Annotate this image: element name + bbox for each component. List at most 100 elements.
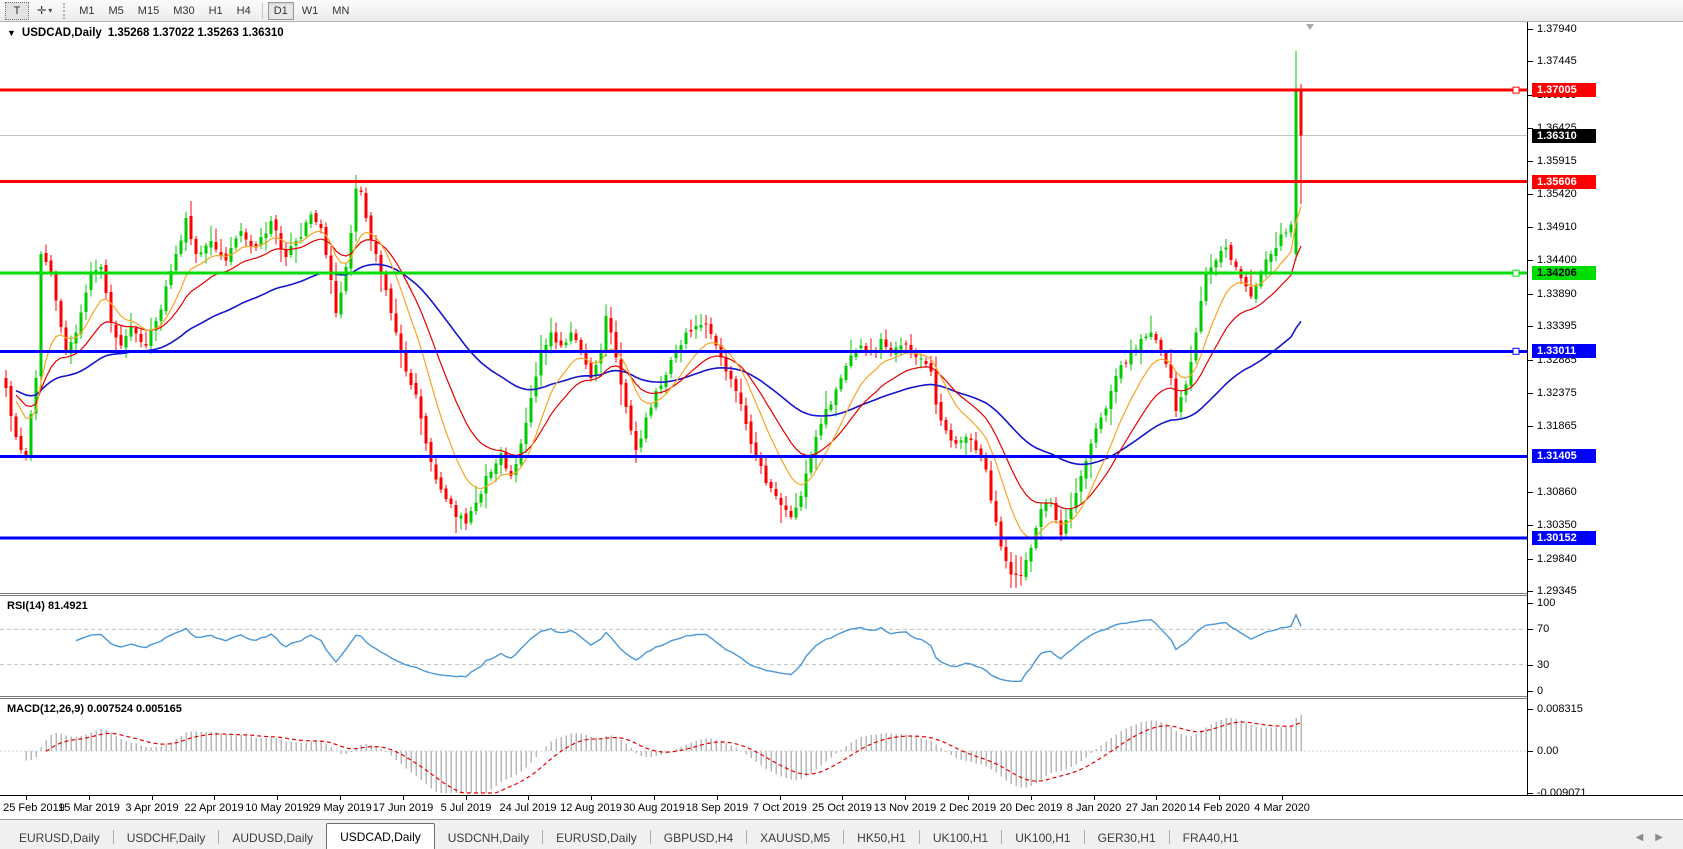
chart-tab-usdcnh-daily[interactable]: USDCNH,Daily: [447, 830, 530, 845]
date-axis-label: 20 Dec 2019: [999, 802, 1063, 814]
chart-tab-usdchf-daily[interactable]: USDCHF,Daily: [126, 830, 206, 845]
chart-tab-hk50-h1[interactable]: HK50,H1: [857, 830, 906, 845]
collapse-ohlc-icon[interactable]: ▼: [7, 28, 16, 38]
date-axis-label: 25 Feb 2019: [3, 802, 65, 814]
price-axis-tick-label: 1.29840: [1537, 553, 1577, 565]
pointer-tool-button[interactable]: ✛ ▾: [31, 2, 58, 20]
tab-scroll-controls: ◀ ▶: [1636, 832, 1677, 849]
chart-tab-usdcad-daily[interactable]: USDCAD,Daily: [326, 823, 435, 849]
date-axis-tick: [654, 796, 655, 800]
chart-tab-uk100-h1[interactable]: UK100,H1: [932, 830, 989, 845]
price-axis-tick: [1528, 492, 1533, 493]
price-level-label: 1.33011: [1532, 344, 1596, 358]
rsi-axis-tick: [1528, 603, 1533, 604]
price-axis-tick: [1528, 426, 1533, 427]
date-axis-tick: [717, 796, 718, 800]
panel-splitter[interactable]: [0, 696, 1528, 697]
price-axis-tick-label: 1.30350: [1537, 519, 1577, 531]
price-axis-tick: [1528, 61, 1533, 62]
price-axis-tick-label: 1.37445: [1537, 55, 1577, 67]
date-axis-tick: [152, 796, 153, 800]
macd-indicator-label: MACD(12,26,9) 0.007524 0.005165: [7, 703, 182, 715]
date-axis-tick: [1282, 796, 1283, 800]
timeframe-button-d1[interactable]: D1: [267, 1, 294, 20]
tab-separator: [918, 830, 920, 844]
price-axis-tick: [1528, 591, 1533, 592]
tab-separator: [1001, 830, 1003, 844]
price-level-label: 1.34206: [1532, 266, 1596, 280]
price-chart-canvas[interactable]: [0, 22, 1528, 593]
timeframe-button-w1[interactable]: W1: [301, 4, 319, 17]
timeframe-button-h1[interactable]: H1: [208, 4, 223, 17]
date-axis-tick: [340, 796, 341, 800]
chart-tab-audusd-daily[interactable]: AUDUSD,Daily: [232, 830, 314, 845]
chart-tab-gbpusd-h4[interactable]: GBPUSD,H4: [663, 830, 734, 845]
rsi-axis-label: 30: [1537, 659, 1550, 671]
price-axis-tick: [1528, 525, 1533, 526]
date-axis-label: 14 Feb 2020: [1188, 802, 1250, 814]
timeframe-button-m15[interactable]: M15: [137, 4, 160, 17]
date-axis-tick: [1094, 796, 1095, 800]
price-axis-tick: [1528, 326, 1533, 327]
chart-tab-xauusd-m5[interactable]: XAUUSD,M5: [760, 830, 831, 845]
date-axis-label: 7 Oct 2019: [753, 802, 807, 814]
text-tool-button[interactable]: T: [5, 1, 29, 20]
price-level-label: 1.30152: [1532, 531, 1596, 545]
macd-panel-canvas[interactable]: [0, 699, 1528, 795]
timeframe-button-m30[interactable]: M30: [173, 4, 195, 17]
panel-splitter[interactable]: [0, 593, 1528, 594]
price-axis-tick-label: 1.29345: [1537, 585, 1577, 597]
timeframe-button-mn[interactable]: MN: [332, 4, 350, 17]
timeframe-button-m5[interactable]: M5: [108, 4, 124, 17]
rsi-axis-tick: [1528, 691, 1533, 692]
timeframe-button-m1[interactable]: M1: [79, 4, 95, 17]
scroll-tabs-right-icon[interactable]: ▶: [1655, 832, 1663, 843]
tab-separator: [1168, 830, 1170, 844]
date-axis-tick: [780, 796, 781, 800]
chevron-down-icon: ▾: [48, 6, 53, 15]
price-axis-tick-label: 1.31865: [1537, 420, 1577, 432]
price-axis-tick: [1528, 260, 1533, 261]
tab-separator: [843, 830, 845, 844]
timeframe-button-h4[interactable]: H4: [236, 4, 251, 17]
chart-tab-uk100-h1[interactable]: UK100,H1: [1015, 830, 1071, 845]
toolbar-grip: [63, 2, 68, 19]
date-axis[interactable]: 25 Feb 2019 15 Mar 2019 3 Apr 2019 22 Apr 2…: [0, 795, 1683, 819]
price-axis-tick: [1528, 393, 1533, 394]
price-axis-tick-label: 1.33395: [1537, 320, 1577, 332]
rsi-panel-canvas[interactable]: [0, 596, 1528, 696]
date-axis-label: 22 Apr 2019: [184, 802, 244, 814]
toolbar-separator: [261, 2, 263, 19]
date-axis-label: 12 Aug 2019: [560, 802, 622, 814]
chart-tabs: EURUSD,Daily USDCHF,Daily AUDUSD,Daily USDC…: [6, 823, 1252, 849]
chart-tab-fra40-h1[interactable]: FRA40,H1: [1182, 830, 1239, 845]
tab-separator: [746, 830, 748, 844]
rsi-indicator-label: RSI(14) 81.4921: [7, 600, 88, 612]
price-axis-tick-label: 1.32375: [1537, 387, 1577, 399]
price-level-label: 1.37005: [1532, 83, 1596, 97]
tab-separator: [1083, 830, 1085, 844]
price-axis[interactable]: 1.379401.374451.369351.364251.359151.354…: [1528, 22, 1683, 799]
rsi-axis-tick: [1528, 629, 1533, 630]
date-axis-tick: [1219, 796, 1220, 800]
date-axis-label: 17 Jun 2019: [372, 802, 434, 814]
panel-splitter: [0, 698, 1528, 699]
price-axis-tick-label: 1.30860: [1537, 486, 1577, 498]
price-level-label: 1.35606: [1532, 175, 1596, 189]
timeframe-button-group: M1 M5 M15 M30 H1 H4 D1 W1 MN: [72, 1, 356, 20]
date-axis-label: 25 Oct 2019: [812, 802, 872, 814]
macd-axis-label: 0.00: [1537, 745, 1559, 757]
date-axis-tick: [26, 796, 27, 800]
rsi-axis-label: 0: [1537, 685, 1544, 697]
chart-tab-ger30-h1[interactable]: GER30,H1: [1097, 830, 1156, 845]
chart-tab-eurusd-daily[interactable]: EURUSD,Daily: [556, 830, 637, 845]
date-axis-label: 30 Aug 2019: [623, 802, 685, 814]
date-axis-tick: [214, 796, 215, 800]
chart-toolbar: T ✛ ▾ M1 M5 M15 M30 H1 H4 D1 W1 MN: [0, 0, 1683, 22]
chart-tab-eurusd-daily[interactable]: EURUSD,Daily: [19, 830, 100, 845]
date-axis-tick: [1156, 796, 1157, 800]
date-axis-label: 4 Mar 2020: [1254, 802, 1310, 814]
scroll-tabs-left-icon[interactable]: ◀: [1635, 832, 1644, 843]
price-axis-tick: [1528, 294, 1533, 295]
